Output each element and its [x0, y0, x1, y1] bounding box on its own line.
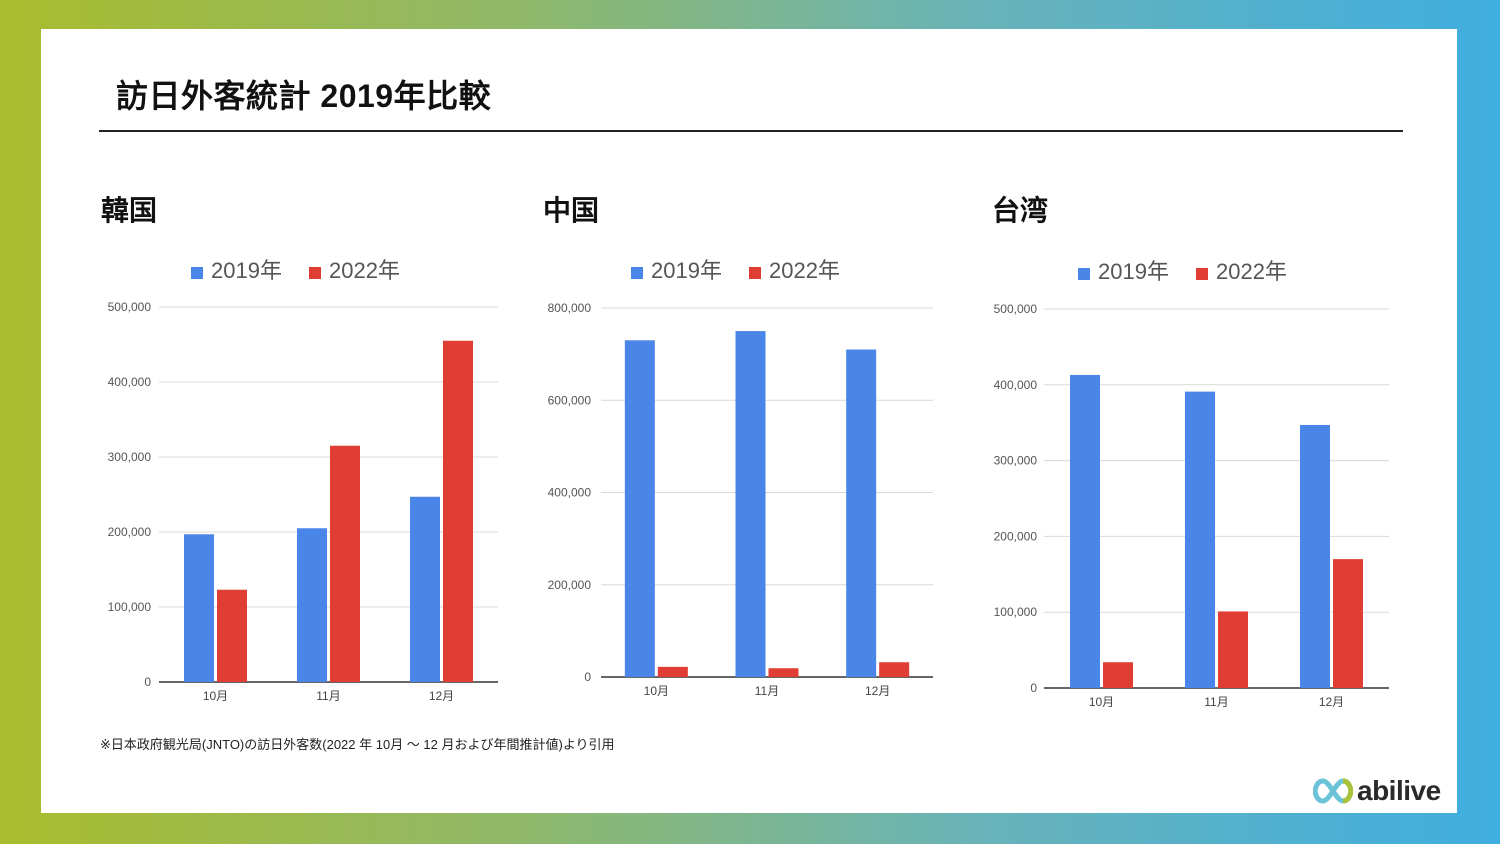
slide: 訪日外客統計 2019年比較 韓国 0 100,000 200,000 300,000… — [41, 29, 1457, 813]
bar-chart-china: 0 200,000 400,000 600,000 800,000 10月 11月 12月 20… — [548, 258, 933, 698]
bar-2022-taiwan — [1218, 611, 1248, 688]
bar-2019-korea — [184, 534, 214, 682]
x-tick-label: 10月 — [203, 689, 228, 703]
bar-2022-china — [768, 668, 799, 677]
x-tick-label: 10月 — [1089, 695, 1114, 709]
bar-chart-taiwan: 0 100,000 200,000 300,000 400,000 500,000 10月 1… — [994, 259, 1389, 709]
x-tick-label: 12月 — [1319, 695, 1344, 709]
legend-label: 2019年 — [1098, 259, 1169, 284]
legend-label: 2022年 — [1216, 259, 1287, 284]
legend-swatch-2019 — [1078, 268, 1090, 280]
legend-swatch-2019 — [631, 267, 643, 279]
y-tick-label: 400,000 — [994, 378, 1038, 392]
bar-2022-korea — [443, 340, 473, 682]
y-tick-label: 300,000 — [994, 454, 1038, 468]
y-tick-label: 100,000 — [994, 605, 1038, 619]
y-tick-label: 200,000 — [994, 529, 1038, 543]
bar-2019-taiwan — [1070, 374, 1100, 688]
chart-title-taiwan: 台湾 — [992, 195, 1049, 226]
bar-2022-taiwan — [1103, 662, 1133, 688]
legend-swatch-2022 — [1196, 268, 1208, 280]
x-tick-label: 11月 — [755, 684, 779, 698]
bar-chart-korea: 0 100,000 200,000 300,000 400,000 500,000 10月 1… — [108, 258, 498, 703]
slide-title: 訪日外客統計 2019年比較 — [116, 78, 492, 114]
x-tick-label: 12月 — [865, 684, 890, 698]
x-tick-label: 11月 — [316, 689, 340, 703]
y-tick-label: 0 — [1030, 681, 1037, 695]
y-tick-label: 0 — [584, 670, 591, 684]
legend-swatch-2019 — [191, 267, 203, 279]
y-tick-label: 0 — [144, 675, 151, 689]
legend-swatch-2022 — [749, 267, 761, 279]
bar-2022-korea — [330, 445, 360, 682]
y-tick-label: 400,000 — [548, 486, 592, 500]
bar-2019-china — [846, 349, 877, 677]
y-tick-label: 500,000 — [994, 302, 1038, 316]
chart-panel-taiwan: 台湾 0 100,000 200,000 300,000 400,000 500,000 1… — [41, 29, 1401, 729]
source-footnote: ※日本政府観光局(JNTO)の訪日外客数(2022 年 10月 ～ 12 月およ… — [100, 737, 615, 752]
chart-title-korea: 韓国 — [101, 195, 158, 226]
y-tick-label: 300,000 — [108, 450, 152, 464]
legend-label: 2019年 — [651, 258, 722, 283]
y-tick-label: 200,000 — [108, 525, 152, 539]
bar-2022-taiwan — [1333, 559, 1363, 688]
y-tick-label: 500,000 — [108, 300, 152, 314]
logo-text: abilive — [1357, 775, 1441, 806]
legend-swatch-2022 — [309, 267, 321, 279]
bar-2019-china — [624, 340, 655, 677]
bar-2022-china — [879, 662, 910, 677]
chart-panel-korea: 韓国 0 100,000 200,000 300,000 400,000 500,000 1… — [41, 29, 511, 729]
y-tick-label: 200,000 — [548, 578, 592, 592]
bar-2019-taiwan — [1300, 424, 1330, 688]
bar-2019-korea — [297, 528, 327, 682]
y-tick-label: 800,000 — [548, 301, 592, 315]
bar-2022-korea — [217, 589, 247, 682]
y-tick-label: 400,000 — [108, 375, 152, 389]
bar-2022-china — [657, 666, 688, 677]
legend-label: 2022年 — [769, 258, 840, 283]
legend-label: 2019年 — [211, 258, 282, 283]
bar-2019-korea — [410, 496, 440, 682]
company-logo: abilive — [1313, 774, 1441, 808]
x-tick-label: 11月 — [1204, 695, 1228, 709]
chart-panel-china: 中国 0 200,000 400,000 600,000 800,000 10月 11月 12… — [41, 29, 951, 729]
x-tick-label: 12月 — [429, 689, 454, 703]
legend-label: 2022年 — [329, 258, 400, 283]
x-tick-label: 10月 — [644, 684, 669, 698]
chart-title-china: 中国 — [543, 195, 600, 226]
infinity-logo-icon — [1313, 778, 1353, 804]
bar-2019-china — [735, 331, 766, 677]
bar-2019-taiwan — [1185, 391, 1215, 688]
title-divider — [99, 130, 1403, 132]
y-tick-label: 600,000 — [548, 393, 592, 407]
y-tick-label: 100,000 — [108, 600, 152, 614]
